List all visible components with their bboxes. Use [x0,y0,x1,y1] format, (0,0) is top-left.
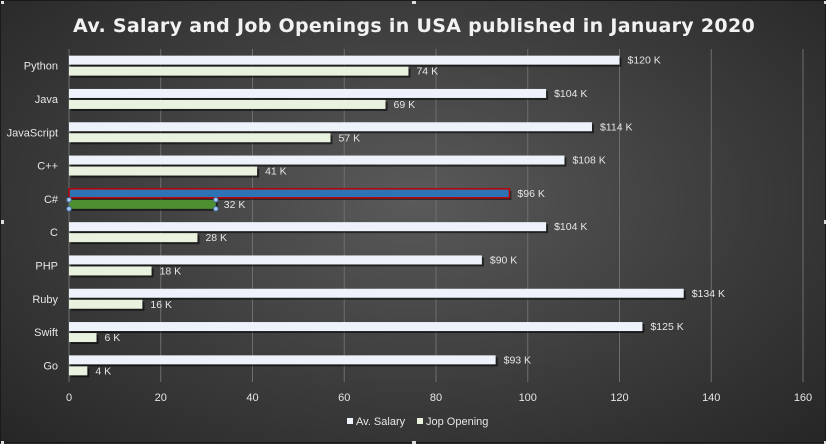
data-label-jop-opening-python: 74 K [416,66,438,78]
bar-av-salary-php [69,255,482,265]
data-label-av-salary-swift: $125 K [650,321,683,333]
chart-title: Av. Salary and Job Openings in USA publi… [73,15,755,37]
bar-av-salary-swift [69,322,643,332]
bar-jop-opening-java [69,99,386,109]
legend-swatch-av-salary [347,418,353,424]
data-label-av-salary-php: $90 K [490,254,517,266]
bar-av-salary-ruby [69,288,684,298]
data-label-jop-opening-javascript: 57 K [338,132,360,144]
bar-jop-opening-csharp [69,199,216,209]
category-labels: Python Java JavaScript C++ C# C PHP Ruby Swift Go [7,61,59,373]
bar-jop-opening-ruby [69,299,143,309]
legend-label-av-salary: Av. Salary [356,416,406,428]
category-label-go: Go [43,360,58,372]
data-label-av-salary-ruby: $134 K [692,288,725,300]
data-label-jop-opening-ruby: 16 K [150,299,172,311]
category-label-java: Java [35,94,59,106]
data-label-av-salary-cplusplus: $108 K [572,155,605,167]
bar-av-salary-java [69,88,547,98]
x-tick-label-160: 160 [794,392,812,404]
selection-handle [66,197,72,203]
bar-jop-opening-javascript [69,133,331,143]
data-label-jop-opening-java: 69 K [394,99,416,111]
data-label-jop-opening-csharp: 32 K [224,199,246,211]
bar-av-salary-python [69,55,620,65]
legend: Av. Salary Jop Opening [347,416,488,428]
data-label-av-salary-java: $104 K [554,88,587,100]
data-label-av-salary-javascript: $114 K [600,121,633,133]
x-tick-label-140: 140 [702,392,720,404]
data-label-av-salary-python: $120 K [628,55,661,67]
data-label-jop-opening-c: 28 K [205,232,227,244]
bar-jop-opening-go [69,366,88,376]
category-label-php: PHP [35,260,58,272]
frame-handle [412,1,416,4]
bar-av-salary-cplusplus [69,155,565,165]
category-label-swift: Swift [34,327,58,339]
selection-handle [66,206,72,212]
data-label-jop-opening-php: 18 K [160,265,182,277]
bar-av-salary-csharp [68,188,511,199]
bar-av-salary-c [69,222,547,232]
x-tick-label-60: 60 [338,392,350,404]
legend-swatch-jop-opening [417,418,423,424]
data-labels: $120 K 74 K $104 K 69 K $114 K 57 K $108 K 41 K… [95,55,725,378]
x-tick-label-0: 0 [66,392,72,404]
legend-label-jop-opening: Jop Opening [426,416,488,428]
frame-handle [1,1,4,4]
x-axis-ticks: 0 20 40 60 80 100 120 140 160 [66,392,812,404]
selection-handle [213,197,219,203]
x-tick-label-80: 80 [430,392,442,404]
category-label-c: C [50,227,58,239]
data-label-av-salary-c: $104 K [554,221,587,233]
bar-jop-opening-c [69,233,198,243]
category-label-javascript: JavaScript [7,127,58,139]
frame-handle [1,220,4,224]
bar-jop-opening-php [69,266,152,276]
data-label-jop-opening-swift: 6 K [105,332,121,344]
bar-av-salary-javascript [69,122,592,132]
category-label-ruby: Ruby [32,294,58,306]
bar-av-salary-go [69,355,496,365]
x-tick-label-100: 100 [519,392,537,404]
data-label-av-salary-go: $93 K [504,354,531,366]
category-label-csharp: C# [44,194,59,206]
x-tick-label-20: 20 [155,392,167,404]
x-tick-label-40: 40 [246,392,258,404]
bar-jop-opening-python [69,66,409,76]
frame-handle [824,1,826,4]
selection-handle [213,206,219,212]
x-tick-label-120: 120 [610,392,628,404]
category-label-python: Python [24,61,58,73]
data-label-jop-opening-go: 4 K [95,365,111,377]
data-label-av-salary-csharp: $96 K [517,188,544,200]
bar-jop-opening-swift [69,333,97,343]
frame-handle [824,220,826,224]
bar-jop-opening-cplusplus [69,166,258,176]
data-label-jop-opening-cplusplus: 41 K [265,166,287,178]
category-label-cplusplus: C++ [37,161,58,173]
